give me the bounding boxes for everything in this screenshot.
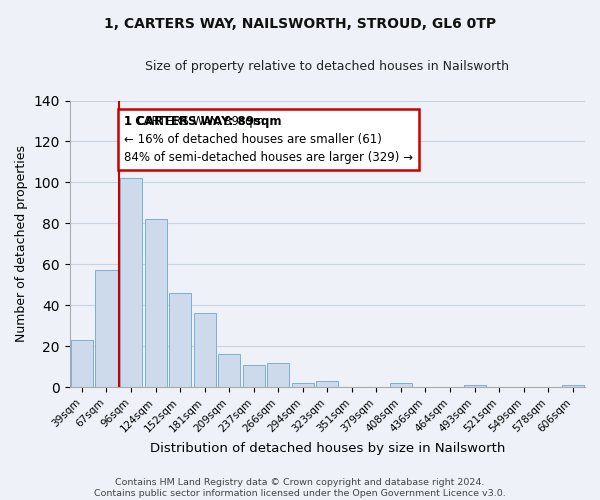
Bar xyxy=(267,362,289,387)
Bar xyxy=(120,178,142,387)
Text: 1 CARTERS WAY: 89sqm
← 16% of detached houses are smaller (61)
84% of semi-detac: 1 CARTERS WAY: 89sqm ← 16% of detached h… xyxy=(124,115,413,164)
Text: Contains HM Land Registry data © Crown copyright and database right 2024.
Contai: Contains HM Land Registry data © Crown c… xyxy=(94,478,506,498)
Title: Size of property relative to detached houses in Nailsworth: Size of property relative to detached ho… xyxy=(145,60,509,73)
Bar xyxy=(145,220,167,387)
Bar xyxy=(194,314,215,387)
Bar xyxy=(292,383,314,387)
Y-axis label: Number of detached properties: Number of detached properties xyxy=(15,146,28,342)
Bar xyxy=(169,293,191,387)
Bar xyxy=(562,385,584,387)
X-axis label: Distribution of detached houses by size in Nailsworth: Distribution of detached houses by size … xyxy=(149,442,505,455)
Text: 1, CARTERS WAY, NAILSWORTH, STROUD, GL6 0TP: 1, CARTERS WAY, NAILSWORTH, STROUD, GL6 … xyxy=(104,18,496,32)
Text: 1 CARTERS WAY: 89sqm: 1 CARTERS WAY: 89sqm xyxy=(124,115,281,173)
Bar xyxy=(242,364,265,387)
Bar xyxy=(464,385,485,387)
Bar xyxy=(71,340,93,387)
Bar xyxy=(390,383,412,387)
Bar xyxy=(316,381,338,387)
Bar xyxy=(218,354,240,387)
Bar xyxy=(95,270,118,387)
